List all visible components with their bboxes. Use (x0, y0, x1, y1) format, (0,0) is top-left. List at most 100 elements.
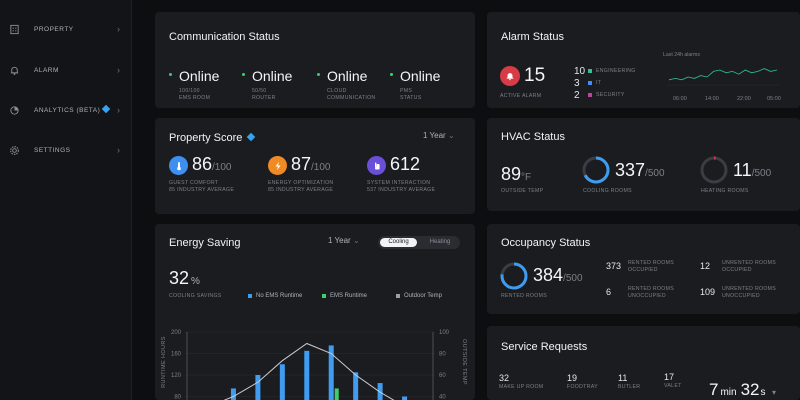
alarm-row-it: 3 IT (574, 77, 602, 89)
service-item-valet: 17 VALET (664, 372, 682, 389)
legend-no-ems: No EMS Runtime (248, 293, 302, 299)
occupancy-status-card[interactable]: Occupancy Status (487, 224, 800, 314)
hvac-status-card[interactable]: HVAC Status (487, 118, 800, 211)
sidebar-item-label: PROPERTY (34, 25, 74, 33)
energy-period-dropdown[interactable]: 1 Year ⌄ (328, 236, 360, 245)
legend-outdoor-temp: Outdoor Temp (396, 293, 442, 299)
occ-stat-value: 6 (606, 287, 612, 297)
alarm-status-card[interactable]: Alarm Status 15 ACTIVE ALARM 10 ENGINEERI… (487, 12, 800, 108)
bell-icon (8, 64, 20, 76)
cooling-heating-toggle[interactable]: Cooling Heating (378, 236, 460, 249)
active-alarm-count: 15 (524, 65, 546, 86)
comm-value: Online (179, 68, 220, 84)
bar-no-ems (328, 345, 334, 400)
alarm-bell-icon (500, 66, 520, 86)
sidebar-item-label: ALARM (34, 66, 59, 74)
comm-value: Online (252, 68, 293, 84)
heating-rooms-ring (700, 156, 728, 184)
ps-value: 86/100 (192, 154, 232, 174)
service-requests-card[interactable]: Service Requests (487, 326, 800, 400)
thermometer-icon (169, 156, 188, 175)
card-title: Occupancy Status (501, 237, 591, 249)
lightning-icon (268, 156, 287, 175)
ps-sub: SYSTEM INTERACTION 537 INDUSTRY AVERAGE (367, 180, 436, 193)
bar-no-ems (279, 364, 285, 400)
sidebar-item-analytics[interactable]: ANALYTICS (BETA) › (0, 95, 132, 125)
spark-tick: 22:00 (737, 96, 751, 102)
spark-label: Last 24h alarms (663, 52, 700, 58)
building-icon (8, 23, 20, 35)
ps-value: 612 (390, 154, 421, 174)
occ-stat-value: 373 (606, 261, 622, 271)
cooling-toggle-option[interactable]: Cooling (380, 238, 417, 247)
premium-diamond-icon (247, 132, 256, 142)
bar-ems (334, 388, 339, 400)
card-title: Energy Saving (169, 237, 241, 249)
comm-sub: CLOUD COMMUNICATION (327, 88, 376, 101)
sidebar-item-label: ANALYTICS (BETA) (34, 104, 111, 114)
y2-tick-label: 60 (439, 373, 446, 379)
ps-value: 87/100 (291, 154, 331, 174)
chevron-down-icon: ⌄ (447, 131, 455, 140)
security-swatch (588, 93, 592, 97)
sidebar-item-property[interactable]: PROPERTY › (0, 14, 132, 44)
premium-diamond-icon (102, 104, 111, 114)
legend-ems: EMS Runtime (322, 293, 367, 299)
property-score-card: Property Score 1 Year ⌄ (155, 118, 475, 214)
property-period-dropdown[interactable]: 1 Year ⌄ (423, 131, 455, 140)
outside-temp-label: OUTSIDE TEMP (501, 188, 544, 194)
sidebar: PROPERTY › ALARM › ANALYTICS (BETA) › SE… (0, 0, 132, 400)
occ-stat-label: RENTED ROOMS UNOCCUPIED (628, 286, 674, 299)
chevron-right-icon: › (117, 65, 120, 75)
service-item-foodtray: 19 FOODTRAY (567, 373, 598, 390)
comm-sub: 100/100 EMS ROOM (179, 88, 211, 101)
sidebar-item-label: SETTINGS (34, 146, 71, 154)
card-title: HVAC Status (501, 131, 565, 143)
spark-tick: 05:00 (767, 96, 781, 102)
outside-temp-value: 89°F (501, 164, 532, 184)
chevron-down-icon: ⌄ (352, 236, 360, 245)
y2-tick-label: 100 (439, 330, 450, 336)
bar-no-ems (304, 350, 310, 400)
it-swatch (588, 81, 592, 85)
chevron-down-icon: ▾ (771, 388, 776, 397)
y2-tick-label: 80 (439, 352, 446, 358)
bar-no-ems (230, 388, 236, 400)
chevron-right-icon: › (117, 24, 120, 34)
card-title: Alarm Status (501, 31, 564, 43)
communication-status-card: Communication Status Online 100/100 EMS R… (155, 12, 475, 108)
engineering-swatch (588, 69, 592, 73)
y-tick-label: 200 (171, 330, 182, 336)
bar-no-ems (255, 375, 261, 400)
y-axis-label: RUNTIME HOURS (161, 336, 167, 388)
heating-toggle-option[interactable]: Heating (429, 239, 451, 245)
comm-sub: 50/50 ROUTER (252, 88, 276, 101)
cooling-savings-value: 32% (169, 268, 200, 288)
occ-stat-label: UNRENTED ROOMS UNOCCUPIED (722, 286, 777, 299)
cooling-rooms-ring (582, 156, 610, 184)
service-item-make-up-room: 32 MAKE UP ROOM (499, 373, 544, 390)
sidebar-item-settings[interactable]: SETTINGS › (0, 135, 132, 165)
sidebar-item-alarm[interactable]: ALARM › (0, 55, 132, 85)
comm-value: Online (327, 68, 368, 84)
comm-sub: PMS STATUS (400, 88, 422, 101)
ps-sub: ENERGY OPTIMIZATION 85 INDUSTRY AVERAGE (268, 180, 334, 193)
service-item-butler: 11 BUTLER (618, 373, 641, 390)
heating-rooms-value: 11/500 (733, 160, 772, 180)
y2-tick-label: 40 (439, 395, 446, 400)
status-dot (390, 73, 393, 76)
y-tick-label: 160 (171, 352, 182, 358)
occ-stat-label: RENTED ROOMS OCCUPIED (628, 260, 674, 273)
status-dot (317, 73, 320, 76)
occ-stat-label: UNRENTED ROOMS OCCUPIED (722, 260, 777, 273)
rented-rooms-label: RENTED ROOMS (501, 293, 547, 299)
y-tick-label: 120 (171, 373, 182, 379)
hand-icon (367, 156, 386, 175)
card-title: Communication Status (169, 31, 280, 43)
cooling-rooms-value: 337/500 (615, 160, 665, 180)
gear-icon (8, 144, 20, 156)
y-tick-label: 80 (174, 395, 181, 400)
rented-rooms-value: 384/500 (533, 265, 583, 285)
chevron-right-icon: › (117, 105, 120, 115)
heating-rooms-label: HEATING ROOMS (701, 188, 749, 194)
